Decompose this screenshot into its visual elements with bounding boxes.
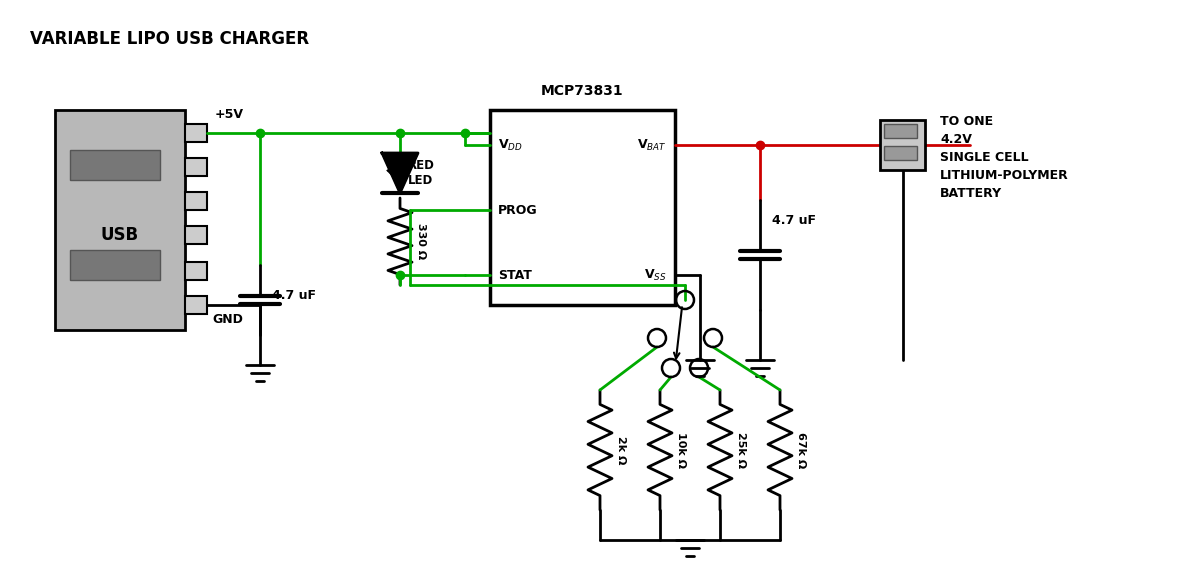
Text: V$_{DD}$: V$_{DD}$ [498, 138, 523, 153]
Text: TO ONE
4.2V
SINGLE CELL
LITHIUM-POLYMER
BATTERY: TO ONE 4.2V SINGLE CELL LITHIUM-POLYMER … [940, 115, 1069, 200]
Text: 4.7 uF: 4.7 uF [272, 289, 316, 302]
Bar [185, 296, 208, 314]
Text: GND: GND [212, 313, 242, 326]
Bar [490, 110, 674, 305]
Text: +5V: +5V [215, 108, 244, 121]
Text: 67k Ω: 67k Ω [796, 432, 806, 468]
Bar [185, 226, 208, 244]
Text: MCP73831: MCP73831 [541, 84, 624, 98]
Bar [185, 262, 208, 280]
Bar [185, 192, 208, 210]
Text: STAT: STAT [498, 268, 532, 282]
Bar [880, 120, 925, 170]
Text: V$_{BAT}$: V$_{BAT}$ [637, 138, 667, 153]
Text: 2k Ω: 2k Ω [616, 436, 626, 464]
Text: 4.7 uF: 4.7 uF [772, 213, 816, 227]
Bar [884, 124, 917, 138]
Text: 330 Ω: 330 Ω [416, 224, 426, 260]
Text: 10k Ω: 10k Ω [676, 432, 686, 468]
Bar [70, 250, 160, 280]
Text: USB: USB [101, 226, 139, 244]
Text: 25k Ω: 25k Ω [736, 432, 746, 468]
Text: V$_{SS}$: V$_{SS}$ [644, 267, 667, 282]
Bar [884, 146, 917, 160]
Bar [55, 110, 185, 330]
Text: VARIABLE LIPO USB CHARGER: VARIABLE LIPO USB CHARGER [30, 30, 310, 48]
Bar [185, 124, 208, 142]
Polygon shape [382, 153, 418, 193]
Text: PROG: PROG [498, 203, 538, 217]
Bar [70, 150, 160, 180]
Bar [185, 158, 208, 176]
Text: RED
LED: RED LED [408, 159, 434, 187]
